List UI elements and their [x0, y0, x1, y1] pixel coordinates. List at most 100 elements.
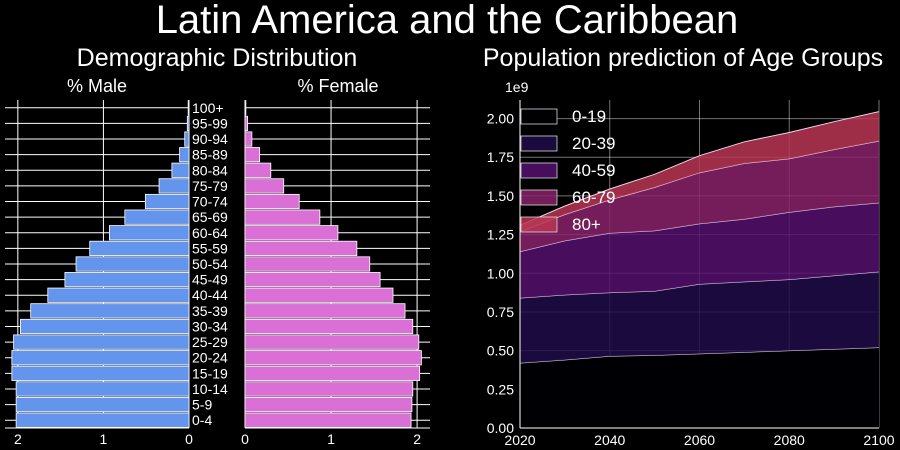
age-label-65-69: 65-69: [192, 209, 228, 225]
legend-label-60-79: 60-79: [572, 188, 615, 207]
age-label-50-54: 50-54: [192, 256, 228, 272]
female-bar-45-49: [244, 272, 381, 288]
male-axis-label: % Male: [67, 76, 127, 96]
legend-swatch-0-19: [520, 108, 558, 125]
male-bar-60-64: [109, 225, 190, 241]
age-label-90-94: 90-94: [192, 131, 228, 147]
x-tick-label: 2040: [594, 432, 625, 448]
male-bar-15-19: [11, 365, 190, 381]
female-bar-50-54: [244, 256, 371, 272]
area-80+: [520, 111, 879, 232]
female-bar-60-64: [244, 225, 339, 241]
male-bar-0-4: [15, 412, 190, 428]
area-0-19: [520, 347, 879, 428]
age-label-45-49: 45-49: [192, 272, 228, 288]
female-bar-20-24: [244, 350, 422, 366]
male-bar-100+: [187, 100, 190, 116]
female-tick-label: 1: [327, 431, 335, 447]
projection-title: Population prediction of Age Groups: [483, 44, 883, 72]
male-bar-5-9: [15, 396, 190, 413]
figure-title: Latin America and the Caribbean: [156, 0, 739, 42]
age-label-75-79: 75-79: [192, 178, 228, 194]
male-bar-25-29: [13, 334, 190, 350]
age-label-80-84: 80-84: [192, 162, 228, 178]
male-bar-80-84: [171, 162, 190, 178]
male-bar-20-24: [11, 350, 190, 366]
legend-swatch-20-39: [520, 135, 558, 152]
female-bar-100+: [244, 100, 247, 116]
female-bar-55-59: [244, 240, 358, 256]
legend-swatch-80+: [520, 216, 558, 233]
pyramid-title: Demographic Distribution: [77, 44, 358, 72]
age-label-85-89: 85-89: [192, 147, 228, 163]
female-bar-15-19: [244, 365, 421, 381]
male-bar-45-49: [64, 272, 190, 288]
female-bar-0-4: [244, 412, 412, 428]
y-tick-label: 0.75: [487, 304, 514, 320]
x-tick-label: 2080: [774, 432, 805, 448]
age-label-100+: 100+: [192, 100, 224, 116]
population-projection-chart: 0.00 0.25 0.50 0.75 1.00 1.25 1.50 1.75 2.00 2020…: [487, 100, 895, 448]
male-bar-10-14: [15, 381, 190, 397]
male-bar-55-59: [89, 240, 190, 256]
population-pyramid: 2 1 0 0 1 2 0-45-910-1415-1920-2425-2930-3435-…: [5, 100, 430, 447]
legend-swatch-60-79: [520, 189, 558, 206]
male-bar-85-89: [179, 147, 190, 163]
male-bar-95-99: [186, 115, 190, 132]
y-tick-label: 0.00: [487, 420, 514, 436]
female-bar-90-94: [244, 131, 253, 147]
y-tick-label: 2.00: [487, 111, 514, 127]
male-bar-40-44: [47, 287, 190, 303]
female-bar-35-39: [244, 303, 406, 319]
female-axis-label: % Female: [297, 76, 378, 96]
y-tick-label: 0.50: [487, 343, 514, 359]
female-bar-30-34: [244, 318, 414, 335]
female-bar-85-89: [244, 147, 261, 163]
female-bar-95-99: [244, 115, 248, 132]
legend-label-0-19: 0-19: [572, 107, 606, 126]
age-label-0-4: 0-4: [192, 412, 212, 428]
male-bar-75-79: [158, 178, 190, 194]
male-bar-90-94: [184, 131, 190, 147]
male-bar-50-54: [75, 256, 190, 272]
x-tick-label: 2060: [684, 432, 715, 448]
y-tick-label: 0.25: [487, 381, 514, 397]
female-bar-80-84: [244, 162, 272, 178]
female-tick-label: 2: [413, 431, 421, 447]
age-label-5-9: 5-9: [192, 397, 212, 413]
age-label-40-44: 40-44: [192, 287, 228, 303]
legend-label-80+: 80+: [572, 215, 601, 234]
male-tick-label: 0: [185, 431, 193, 447]
male-bar-65-69: [124, 209, 190, 225]
female-bar-25-29: [244, 334, 420, 350]
y-tick-label: 1.75: [487, 149, 514, 165]
area-20-39: [520, 271, 879, 363]
female-bar-70-74: [244, 193, 300, 210]
y-tick-label: 1.25: [487, 227, 514, 243]
age-label-35-39: 35-39: [192, 303, 228, 319]
male-bar-30-34: [20, 318, 190, 335]
male-tick-label: 1: [100, 431, 108, 447]
area-60-79: [520, 141, 879, 252]
male-bar-70-74: [144, 193, 190, 210]
area-40-59: [520, 202, 879, 298]
y-scale-label: 1e9: [505, 79, 529, 95]
female-bar-10-14: [244, 381, 414, 397]
age-label-55-59: 55-59: [192, 240, 228, 256]
y-tick-label: 1.50: [487, 188, 514, 204]
female-bar-75-79: [244, 178, 285, 194]
x-tick-label: 2100: [863, 432, 894, 448]
age-label-30-34: 30-34: [192, 318, 228, 334]
age-label-60-64: 60-64: [192, 225, 228, 241]
age-label-15-19: 15-19: [192, 365, 228, 381]
legend-swatch-40-59: [520, 162, 558, 179]
male-bar-35-39: [30, 303, 190, 319]
female-bar-40-44: [244, 287, 394, 303]
female-bar-65-69: [244, 209, 321, 225]
female-bar-5-9: [244, 396, 413, 413]
male-tick-label: 2: [14, 431, 22, 447]
age-label-70-74: 70-74: [192, 194, 228, 210]
legend-label-40-59: 40-59: [572, 161, 615, 180]
age-label-25-29: 25-29: [192, 334, 228, 350]
